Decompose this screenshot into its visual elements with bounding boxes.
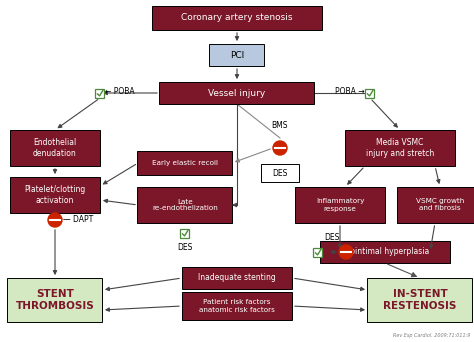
Text: Neointimal hyperplasia: Neointimal hyperplasia (340, 248, 429, 256)
FancyBboxPatch shape (295, 187, 385, 223)
FancyBboxPatch shape (398, 187, 474, 223)
Text: BMS: BMS (272, 121, 288, 130)
FancyBboxPatch shape (137, 187, 233, 223)
FancyBboxPatch shape (159, 82, 315, 104)
Text: — DAPT: — DAPT (63, 215, 93, 224)
Text: POBA →: POBA → (336, 88, 365, 96)
Text: PCI: PCI (230, 51, 244, 60)
Circle shape (48, 213, 62, 227)
Text: Platelet/clotting
activation: Platelet/clotting activation (24, 185, 86, 205)
FancyBboxPatch shape (261, 164, 299, 182)
FancyBboxPatch shape (367, 278, 473, 322)
Text: DES: DES (272, 169, 288, 177)
FancyBboxPatch shape (365, 89, 374, 97)
FancyBboxPatch shape (182, 292, 292, 320)
FancyBboxPatch shape (182, 267, 292, 289)
Text: ← POBA: ← POBA (105, 88, 135, 96)
FancyBboxPatch shape (10, 130, 100, 166)
FancyBboxPatch shape (313, 248, 322, 256)
FancyBboxPatch shape (181, 228, 190, 237)
Text: Patient risk factors
anatomic risk factors: Patient risk factors anatomic risk facto… (199, 300, 275, 313)
Text: DES: DES (177, 243, 193, 252)
Text: Vessel injury: Vessel injury (209, 89, 265, 97)
FancyBboxPatch shape (137, 151, 233, 175)
Text: Rev Esp Cardiol. 2009;71:011:9: Rev Esp Cardiol. 2009;71:011:9 (392, 333, 470, 338)
Text: Early elastic recoil: Early elastic recoil (152, 160, 218, 166)
FancyBboxPatch shape (345, 130, 455, 166)
Text: Late
re-endothelization: Late re-endothelization (152, 198, 218, 211)
FancyBboxPatch shape (210, 44, 264, 66)
FancyBboxPatch shape (8, 278, 102, 322)
Text: DES: DES (324, 233, 340, 242)
FancyBboxPatch shape (10, 177, 100, 213)
Text: Coronary artery stenosis: Coronary artery stenosis (181, 13, 293, 23)
Text: Inflammatory
response: Inflammatory response (316, 198, 364, 211)
FancyBboxPatch shape (152, 6, 322, 30)
Circle shape (339, 245, 353, 259)
Text: Media VSMC
injury and stretch: Media VSMC injury and stretch (366, 138, 434, 158)
FancyBboxPatch shape (320, 241, 450, 263)
FancyBboxPatch shape (95, 89, 104, 97)
Text: VSMC growth
and fibrosis: VSMC growth and fibrosis (416, 198, 464, 211)
Text: Inadequate stenting: Inadequate stenting (198, 274, 276, 282)
Circle shape (273, 141, 287, 155)
Text: IN-STENT
RESTENOSIS: IN-STENT RESTENOSIS (383, 289, 456, 311)
Text: STENT
THROMBOSIS: STENT THROMBOSIS (16, 289, 94, 311)
Text: Endothelial
denudation: Endothelial denudation (33, 138, 77, 158)
